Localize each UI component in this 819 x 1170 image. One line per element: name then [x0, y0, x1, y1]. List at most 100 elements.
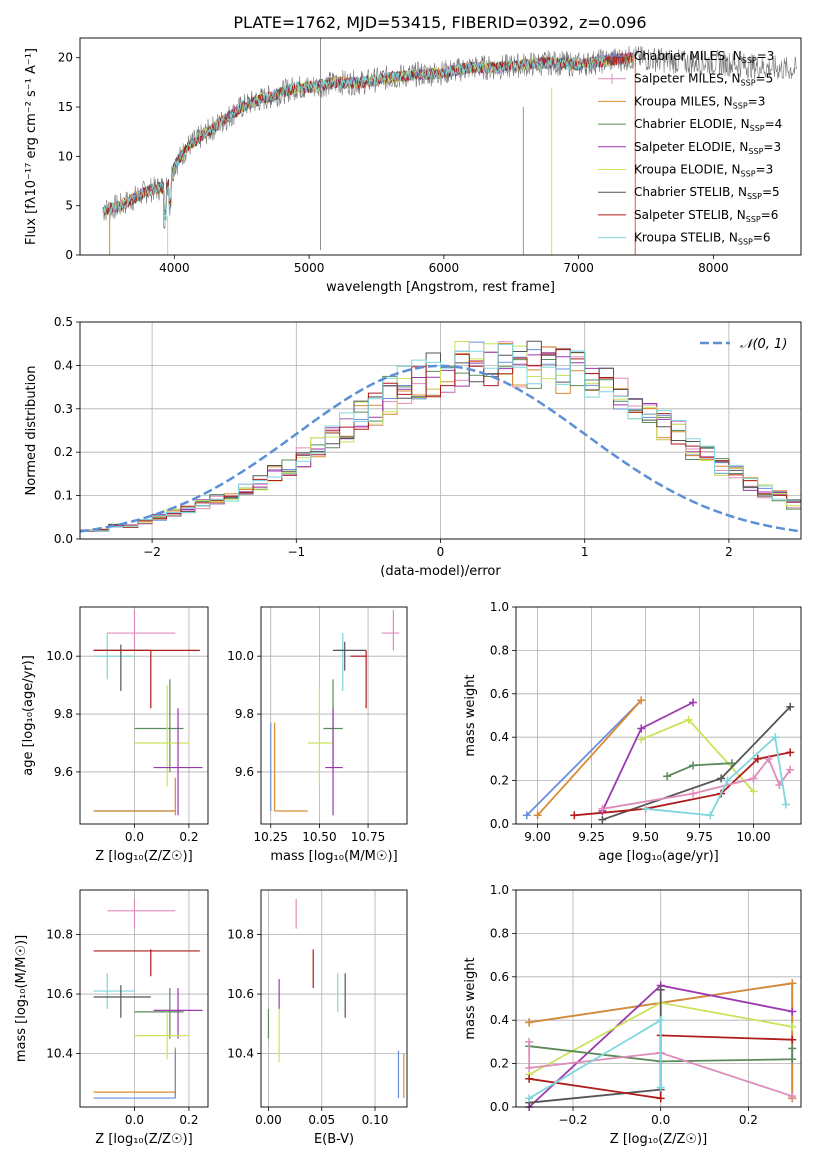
massweight-vs-age-line — [602, 757, 791, 810]
spectrum-model-line — [102, 55, 606, 223]
mass-vs-Z-frame — [79, 889, 209, 1108]
massweight-vs-Z-line — [528, 1041, 793, 1098]
age-vs-Z-axes: 0.0 0.2 9.6 9.8 10.0 Z [log₁₀(Z/Z☉)] age [log₁… — [21, 607, 208, 864]
legend-entry-part: =6 — [753, 231, 771, 245]
mass-vs-Z-xlabel: Z [log₁₀(Z/Z☉)] — [95, 1132, 192, 1147]
spectrum-xlabel: wavelength [Angstrom, rest frame] — [326, 280, 555, 295]
legend-entry-part: =3 — [763, 140, 781, 154]
residuals-histograms — [80, 340, 801, 539]
residuals-ytick-label: 0.2 — [54, 445, 73, 459]
spectrum-ytick-label: 0 — [65, 248, 73, 262]
legend-entry-part: =5 — [762, 185, 780, 199]
legend-entry: Kroupa MILES, NSSP=3 — [634, 94, 765, 110]
legend-entry-part: SSP — [741, 170, 756, 179]
age-vs-mass-xtick-label: 10.75 — [351, 830, 385, 844]
legend-entry-part: SSP — [748, 147, 763, 156]
residuals-xtick-label: 0 — [437, 545, 445, 559]
age-vs-mass-frame — [260, 606, 408, 825]
spectrum-ytick-label: 20 — [58, 51, 73, 65]
legend-entry-part: SSP — [741, 79, 756, 88]
legend-entry-part: Salpeter STELIB, N — [634, 208, 746, 222]
massweight-vs-age-ytick-label: 0.0 — [490, 817, 509, 831]
spectrum-model-line — [102, 53, 633, 221]
legend-entry-part: Chabrier ELODIE, N — [634, 117, 750, 131]
legend-entry-part: Chabrier MILES, N — [634, 49, 742, 63]
mass-vs-ebv-ytick-label: 10.8 — [227, 928, 254, 942]
legend-entry: Chabrier MILES, NSSP=3 — [634, 49, 774, 65]
age-vs-Z-points — [93, 609, 203, 816]
legend-entry: Chabrier ELODIE, NSSP=4 — [634, 117, 782, 133]
legend-entry: Kroupa ELODIE, NSSP=3 — [634, 163, 773, 179]
legend-entry: Chabrier STELIB, NSSP=5 — [634, 185, 780, 201]
legend-entry-part: Kroupa STELIB, N — [634, 231, 738, 245]
legend-entry: Salpeter STELIB, NSSP=6 — [634, 208, 778, 224]
age-vs-Z-xtick-label: 0.2 — [179, 830, 198, 844]
age-vs-mass-xtick-label: 10.50 — [302, 830, 336, 844]
spectrum-axes: 4000 5000 6000 7000 8000 0 5 10 15 20 wavelength [… — [24, 48, 729, 295]
massweight-vs-age-xtick-label: 9.00 — [524, 830, 551, 844]
legend-entry-part: SSP — [747, 192, 762, 201]
mass-vs-ebv-xlabel: E(B-V) — [314, 1132, 354, 1147]
massweight-vs-Z-ylabel: mass weight — [463, 957, 478, 1039]
massweight-vs-Z-ytick-label: 0.2 — [490, 1057, 509, 1071]
legend-entry-part: =4 — [765, 117, 783, 131]
spectrum-xtick-label: 4000 — [159, 261, 190, 275]
residuals-ytick-label: 0.0 — [54, 532, 73, 546]
massweight-vs-age-ytick-label: 0.6 — [490, 687, 509, 701]
spectrum-title: PLATE=1762, MJD=53415, FIBERID=0392, z=0… — [233, 13, 646, 32]
residuals-histogram-step — [80, 341, 801, 539]
massweight-vs-age-ytick-label: 0.4 — [490, 730, 509, 744]
massweight-vs-age-line — [526, 699, 642, 816]
age-vs-Z-xtick-label: 0.0 — [125, 830, 144, 844]
spectrum-xtick-label: 7000 — [563, 261, 594, 275]
mass-vs-Z-ytick-label: 10.8 — [46, 928, 73, 942]
massweight-vs-Z-frame — [515, 889, 802, 1108]
residuals-xtick-label: 1 — [581, 545, 589, 559]
massweight-vs-age-xtick-label: 9.75 — [686, 830, 713, 844]
age-vs-Z-ytick-label: 9.6 — [54, 765, 73, 779]
massweight-vs-Z-ytick-label: 1.0 — [490, 883, 509, 897]
age-vs-mass-axes: 10.25 10.50 10.75 9.6 9.8 10.0 mass [log₁₀(M/M… — [227, 607, 407, 864]
age-vs-mass-ytick-label: 10.0 — [227, 649, 254, 663]
massweight-vs-Z-xtick-label: −0.2 — [558, 1113, 587, 1127]
residuals-normal-curve — [80, 364, 799, 533]
legend-entry-part: =3 — [757, 49, 775, 63]
mass-vs-ebv-xtick-label: 0.00 — [255, 1113, 282, 1127]
spectrum-ytick-label: 5 — [65, 199, 73, 213]
legend-entry-part: SSP — [738, 238, 753, 247]
massweight-vs-age-ytick-label: 0.2 — [490, 774, 509, 788]
residuals-frame — [79, 321, 802, 540]
massweight-vs-age-xlabel: age [log₁₀(age/yr)] — [598, 849, 719, 864]
spectrum-xtick-label: 8000 — [698, 261, 729, 275]
residuals-xtick-label: −2 — [143, 545, 161, 559]
massweight-vs-age-line — [601, 701, 694, 812]
legend-entry: Salpeter ELODIE, NSSP=3 — [634, 140, 781, 156]
massweight-vs-Z-ytick-label: 0.4 — [490, 1013, 509, 1027]
legend-entry-part: Kroupa ELODIE, N — [634, 163, 741, 177]
mass-vs-ebv-xtick-label: 0.05 — [308, 1113, 335, 1127]
residuals-histogram-step — [80, 349, 801, 539]
age-vs-mass-xlabel: mass [log₁₀(M/M☉)] — [270, 849, 397, 864]
residuals-ytick-label: 0.4 — [54, 358, 73, 372]
legend-entry-part: SSP — [750, 124, 765, 133]
age-vs-Z-ytick-label: 10.0 — [46, 649, 73, 663]
massweight-vs-age-ytick-label: 0.8 — [490, 643, 509, 657]
legend-entry-part: =5 — [756, 72, 774, 86]
age-vs-Z-ytick-label: 9.8 — [54, 707, 73, 721]
residuals-ytick-label: 0.3 — [54, 402, 73, 416]
massweight-vs-age-xtick-label: 9.25 — [578, 830, 605, 844]
age-vs-Z-frame — [79, 606, 209, 825]
massweight-vs-age-line — [602, 706, 791, 821]
mass-vs-ebv-points — [267, 898, 405, 1099]
massweight-vs-age-frame — [515, 606, 802, 825]
spectrum-xtick-label: 5000 — [294, 261, 325, 275]
massweight-vs-age-ytick-label: 1.0 — [490, 600, 509, 614]
age-vs-Z-ylabel: age [log₁₀(age/yr)] — [21, 655, 36, 776]
legend-entry-part: Kroupa MILES, N — [634, 94, 733, 108]
residuals-xtick-label: 2 — [725, 545, 733, 559]
massweight-vs-Z-ytick-label: 0.8 — [490, 926, 509, 940]
spectrum-ylabel: Flux [fλ10⁻¹⁷ erg cm⁻² s⁻¹ A⁻¹] — [24, 48, 39, 245]
spectrum-ytick-label: 10 — [58, 149, 73, 163]
